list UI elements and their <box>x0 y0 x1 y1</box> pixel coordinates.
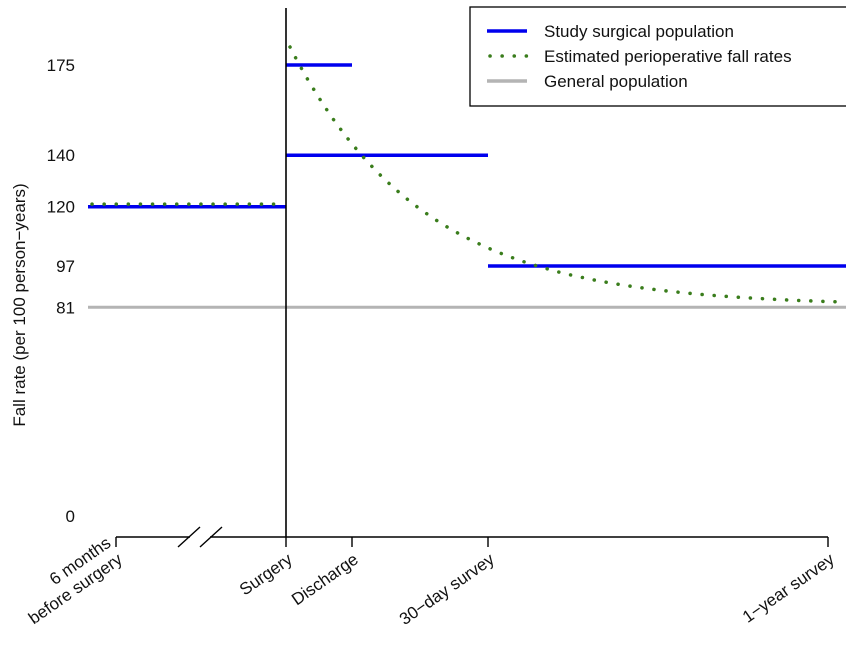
y-tick-label: 120 <box>47 198 75 217</box>
axis-break-mark <box>199 526 223 548</box>
x-tick-label: 1−year survey <box>739 549 838 626</box>
x-tick-label: Discharge <box>288 550 362 609</box>
axis-break-mark <box>177 526 201 548</box>
series-layer <box>88 45 846 309</box>
y-tick-label: 175 <box>47 56 75 75</box>
legend-box <box>469 6 846 107</box>
x-tick-label-line: 1−year survey <box>739 549 838 626</box>
x-tick-label-line: 30−day survey <box>396 549 498 629</box>
y-axis-label: Fall rate (per 100 person−years) <box>10 183 29 426</box>
x-tick-label: 30−day survey <box>396 549 498 629</box>
y-tick-label: 140 <box>47 146 75 165</box>
axes-layer <box>115 8 829 548</box>
legend: Study surgical population Estimated perio… <box>469 6 846 107</box>
x-tick-label-line: Discharge <box>288 550 362 609</box>
y-tick-label: 0 <box>66 507 75 526</box>
legend-entry-label: Study surgical population <box>544 22 734 41</box>
legend-entry-label: Estimated perioperative fall rates <box>544 47 792 66</box>
y-tick-label: 97 <box>56 257 75 276</box>
x-tick-label: Surgery <box>236 549 296 599</box>
legend-entry-label: General population <box>544 72 688 91</box>
x-tick-label-line: Surgery <box>236 549 296 599</box>
y-tick-label: 81 <box>56 298 75 317</box>
